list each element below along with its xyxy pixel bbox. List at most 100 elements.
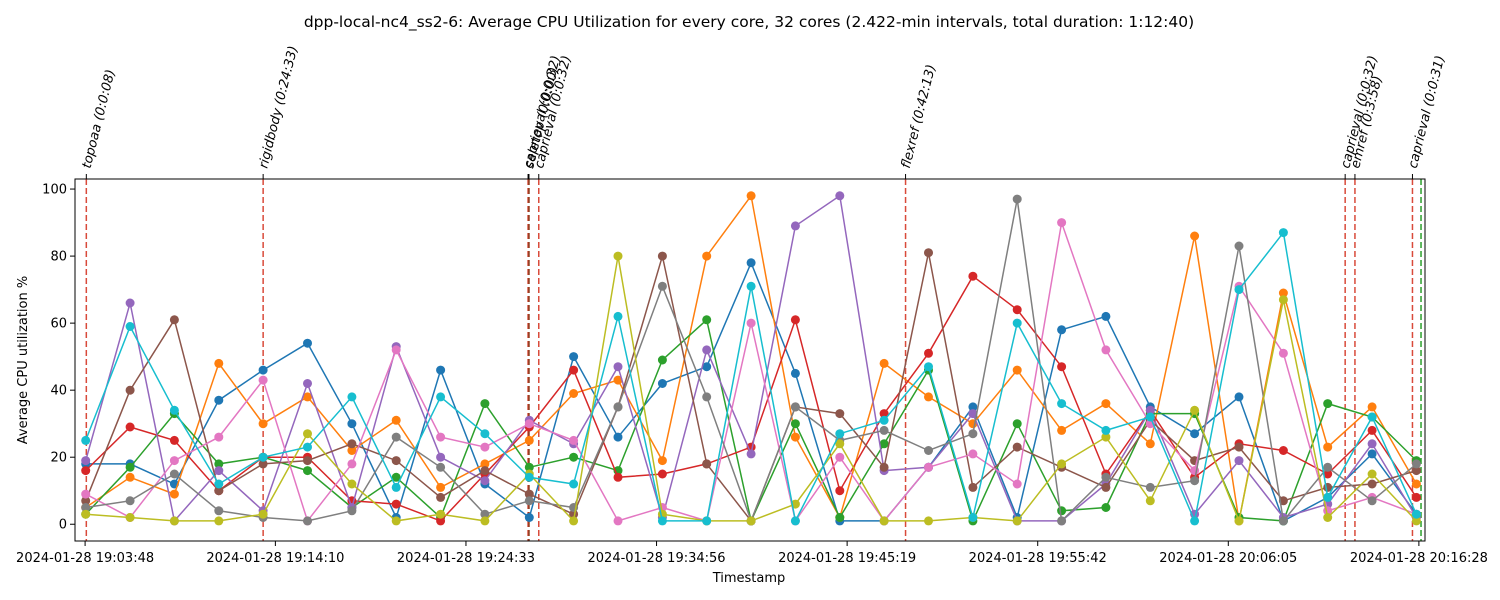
data-point (1278, 348, 1288, 358)
data-point (968, 409, 978, 419)
data-point (524, 496, 534, 506)
data-point (391, 516, 401, 526)
data-point (480, 466, 490, 476)
data-point (924, 516, 933, 526)
data-point (746, 258, 756, 268)
data-point (480, 459, 490, 469)
data-point (480, 399, 490, 409)
data-point (1411, 492, 1421, 502)
data-point (303, 466, 312, 476)
data-point (1012, 442, 1022, 452)
plot-frame (74, 178, 1426, 542)
data-point (436, 432, 446, 442)
data-point (258, 419, 268, 429)
series-line-4 (84, 194, 1418, 523)
data-point (81, 456, 91, 466)
data-point (790, 516, 800, 526)
data-point (1190, 516, 1200, 526)
data-point (81, 489, 91, 499)
data-point (613, 516, 623, 526)
data-point (790, 419, 800, 429)
data-point (436, 516, 446, 526)
data-point (214, 395, 224, 405)
data-point (968, 402, 978, 412)
event-label-5: flexref (0:42:13) (899, 63, 939, 170)
data-point (613, 362, 623, 372)
data-point (746, 281, 756, 291)
data-point (1101, 482, 1111, 492)
data-point (258, 365, 268, 375)
data-point (303, 442, 312, 452)
data-point (924, 348, 933, 358)
data-point (569, 435, 579, 445)
data-point (303, 338, 312, 348)
data-point (125, 422, 135, 432)
series-line-1 (85, 193, 1418, 522)
data-point (1234, 516, 1244, 526)
data-point (169, 315, 179, 325)
series-8 (81, 251, 1421, 526)
series-line-8 (85, 255, 1417, 524)
data-point (879, 425, 889, 435)
data-point (524, 435, 534, 445)
chart-title: dpp-local-nc4_ss2-6: Average CPU Utiliza… (304, 13, 1194, 32)
series-line-5 (85, 252, 1417, 523)
event-label-8: caprieval (0:0:31) (1406, 54, 1449, 170)
data-point (746, 191, 756, 201)
data-point (1101, 503, 1111, 512)
data-point (214, 486, 224, 496)
data-point (657, 456, 667, 466)
data-point (613, 402, 623, 412)
series-layer (81, 191, 1421, 526)
data-point (746, 318, 756, 328)
data-point (1367, 425, 1377, 435)
data-point (746, 449, 756, 459)
data-point (1278, 288, 1288, 298)
data-point (169, 456, 179, 466)
data-point (1367, 449, 1377, 459)
series-line-2 (85, 318, 1417, 524)
data-point (613, 375, 623, 385)
data-point (1190, 429, 1200, 439)
data-point (569, 365, 579, 375)
data-point (81, 496, 91, 506)
data-point (1101, 345, 1111, 355)
data-point (1101, 472, 1111, 482)
y-tick-label-5: 100 (42, 183, 67, 198)
data-point (1057, 218, 1067, 228)
x-tick-label-6: 2024-01-28 20:06:05 (1159, 551, 1297, 566)
data-point (391, 482, 401, 492)
series-7 (81, 194, 1421, 526)
data-point (1278, 228, 1288, 238)
data-point (436, 492, 446, 502)
data-point (746, 516, 756, 526)
series-1 (81, 191, 1421, 526)
data-point (702, 516, 712, 526)
data-point (968, 513, 978, 522)
data-point (1278, 446, 1288, 455)
data-point (1234, 456, 1244, 466)
data-point (436, 392, 446, 402)
data-point (1012, 479, 1022, 489)
data-point (569, 479, 579, 489)
data-point (169, 405, 179, 415)
data-point (125, 472, 135, 482)
data-point (125, 496, 135, 506)
data-point (303, 429, 312, 439)
data-point (347, 446, 357, 455)
x-axis: 2024-01-28 19:03:48 2024-01-28 19:14:10 20… (16, 541, 1488, 566)
data-point (790, 315, 800, 325)
data-point (835, 452, 845, 462)
y-tick-label-3: 60 (50, 317, 67, 332)
data-point (702, 362, 712, 372)
data-point (790, 432, 800, 442)
data-point (1323, 442, 1333, 452)
data-point (1367, 479, 1377, 489)
data-point (436, 509, 446, 519)
data-point (1057, 325, 1067, 335)
data-point (1234, 285, 1244, 295)
data-point (1367, 469, 1377, 479)
data-point (524, 489, 534, 499)
data-point (569, 389, 579, 398)
x-tick-label-4: 2024-01-28 19:45:19 (778, 551, 916, 566)
